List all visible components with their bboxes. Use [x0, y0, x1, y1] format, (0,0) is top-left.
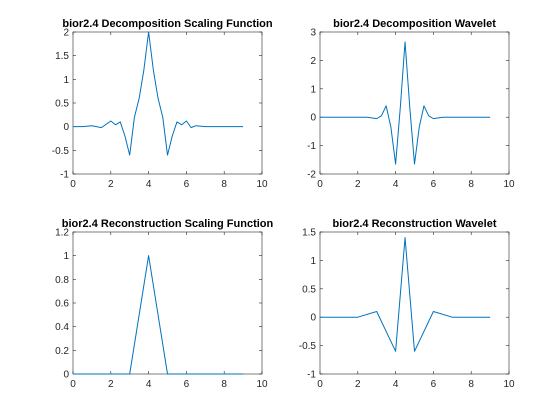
axes-frame-decomposition-wavelet: [319, 31, 510, 175]
y-tick-label: 0.5: [302, 284, 316, 295]
x-tick-label: 8: [468, 179, 474, 190]
x-tick-label: 0: [70, 179, 76, 190]
y-tick-label: 1: [63, 251, 69, 262]
plot-title-reconstruction-wavelet: bior2.4 Reconstruction Wavelet: [332, 218, 496, 230]
y-tick-label: 1.5: [55, 51, 69, 62]
axes-frame-reconstruction-scaling: [72, 231, 263, 375]
x-tick-label: 2: [108, 179, 114, 190]
y-tick-label: 2: [310, 56, 316, 67]
plot-title-decomposition-wavelet: bior2.4 Decomposition Wavelet: [333, 18, 496, 30]
y-tick-label: -1: [307, 370, 316, 381]
y-tick-label: 2: [63, 28, 69, 39]
x-tick-label: 2: [355, 179, 361, 190]
x-tick-label: 6: [431, 379, 437, 390]
x-tick-label: 10: [256, 379, 268, 390]
y-tick-label: 0.6: [55, 299, 69, 310]
y-tick-label: 0.2: [55, 346, 69, 357]
axes-frame-reconstruction-wavelet: [319, 231, 510, 375]
plot-title-decomposition-scaling: bior2.4 Decomposition Scaling Function: [62, 18, 273, 30]
x-tick-label: 2: [355, 379, 361, 390]
x-tick-label: 4: [146, 379, 152, 390]
series-line-decomposition-wavelet: [320, 41, 491, 165]
x-tick-label: 8: [468, 379, 474, 390]
x-tick-label: 4: [146, 179, 152, 190]
y-tick-label: 1.5: [302, 228, 316, 239]
x-tick-label: 6: [184, 379, 190, 390]
y-tick-label: -0.5: [299, 341, 317, 352]
x-tick-label: 2: [108, 379, 114, 390]
x-tick-label: 0: [317, 179, 323, 190]
x-tick-label: 6: [184, 179, 190, 190]
x-tick-label: 8: [221, 179, 227, 190]
y-tick-label: 1: [310, 84, 316, 95]
y-tick-label: 0.4: [55, 322, 69, 333]
plot-title-reconstruction-scaling: bior2.4 Reconstruction Scaling Function: [62, 218, 274, 230]
series-line-decomposition-scaling: [73, 31, 244, 156]
y-tick-label: -0.5: [52, 146, 70, 157]
y-tick-label: 0.5: [55, 99, 69, 110]
y-tick-label: 0.8: [55, 275, 69, 286]
y-tick-label: 3: [310, 28, 316, 39]
y-tick-label: 1: [63, 75, 69, 86]
x-tick-label: 10: [256, 179, 268, 190]
y-tick-label: 0: [63, 122, 69, 133]
x-tick-label: 4: [393, 379, 399, 390]
x-tick-label: 10: [503, 379, 515, 390]
x-tick-label: 0: [70, 379, 76, 390]
x-tick-label: 10: [503, 179, 515, 190]
y-tick-label: -1: [60, 170, 69, 181]
y-tick-label: 0: [310, 313, 316, 324]
x-tick-label: 0: [317, 379, 323, 390]
x-tick-label: 6: [431, 179, 437, 190]
y-tick-label: 0: [63, 370, 69, 381]
subplot-reconstruction-wavelet: 0 2 4 6 8 10 -1 -0.5 0 0.5 1 1.5 bior2.4 Reconstruct…: [299, 218, 515, 390]
y-tick-label: 0: [310, 113, 316, 124]
y-tick-label: -1: [307, 141, 316, 152]
x-tick-label: 8: [221, 379, 227, 390]
y-tick-label: -2: [307, 170, 316, 181]
axes-frame-decomposition-scaling: [72, 31, 263, 175]
subplot-decomposition-wavelet: 0 2 4 6 8 10 -2 -1 0 1 2 3 bior2.4 Decomposition Wav…: [307, 18, 515, 190]
series-line-reconstruction-wavelet: [320, 237, 491, 352]
x-tick-label: 4: [393, 179, 399, 190]
series-line-reconstruction-scaling: [73, 255, 244, 375]
y-tick-label: 1.2: [55, 228, 69, 239]
y-tick-label: 1: [310, 256, 316, 267]
